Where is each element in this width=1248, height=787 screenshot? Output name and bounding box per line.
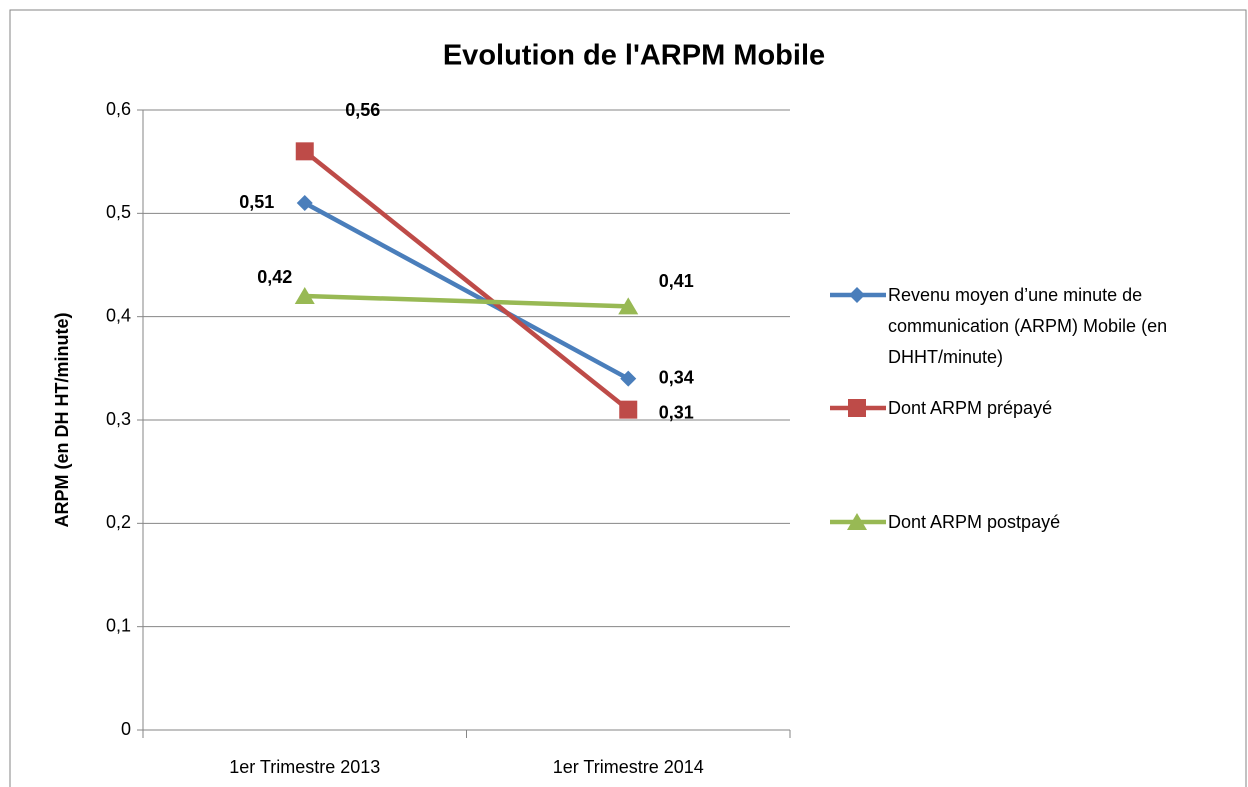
data-label: 0,42	[257, 267, 292, 287]
data-label: 0,51	[239, 192, 274, 212]
legend-icon	[830, 287, 886, 303]
legend-icon	[830, 513, 886, 530]
legend-label: Dont ARPM postpayé	[888, 512, 1061, 532]
y-tick-label: 0,6	[106, 99, 131, 119]
y-tick-label: 0,4	[106, 305, 131, 325]
marker	[620, 370, 637, 387]
y-tick-label: 0,1	[106, 615, 131, 635]
marker	[295, 142, 314, 161]
marker	[847, 513, 867, 530]
series-line	[304, 293, 629, 309]
marker	[619, 400, 638, 419]
y-tick-label: 0	[121, 719, 131, 739]
marker	[296, 195, 313, 211]
marker	[618, 297, 639, 315]
data-label: 0,41	[659, 271, 694, 291]
legend-label: Dont ARPM prépayé	[888, 398, 1053, 418]
marker	[848, 399, 866, 417]
x-tick-label: 1er Trimestre 2013	[229, 757, 380, 777]
y-tick-label: 0,5	[106, 202, 131, 222]
data-label: 0,56	[345, 100, 380, 120]
x-tick-label: 1er Trimestre 2014	[553, 757, 704, 777]
y-tick-label: 0,2	[106, 512, 131, 532]
legend-icon	[830, 399, 886, 417]
y-tick-label: 0,3	[106, 409, 131, 429]
data-label: 0,34	[659, 367, 694, 387]
chart-title: Evolution de l'ARPM Mobile	[443, 40, 825, 72]
marker	[849, 287, 865, 303]
marker	[294, 287, 315, 304]
chart-frame	[9, 9, 1247, 787]
y-axis-label: ARPM (en DH HT/minute)	[52, 313, 72, 528]
legend-label: Revenu moyen d’une minute de communicati…	[888, 285, 1168, 367]
data-label: 0,31	[659, 402, 694, 422]
series-line	[303, 149, 630, 412]
series-line	[303, 201, 630, 381]
